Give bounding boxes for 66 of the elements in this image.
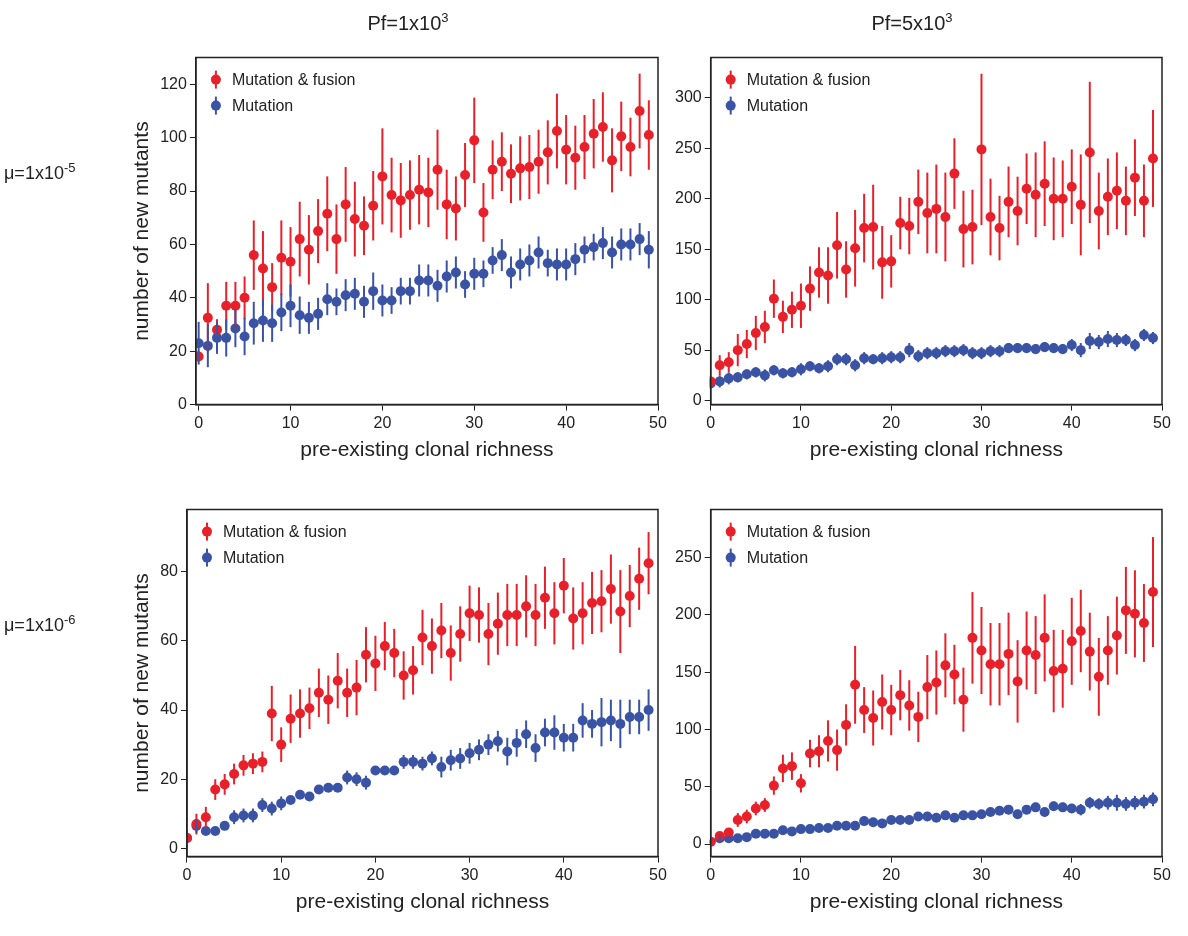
legend-label: Mutation & fusion bbox=[223, 523, 347, 541]
text: μ=1x10$^{-5}$ bbox=[4, 160, 77, 184]
x-axis-title: pre-existing clonal richness bbox=[295, 889, 550, 913]
y-tick-label: 60 bbox=[169, 234, 187, 252]
y-tick-label: 0 bbox=[692, 834, 702, 852]
legend-label: Mutation bbox=[746, 97, 809, 115]
x-tick-label: 20 bbox=[366, 865, 385, 883]
y-axis-title: number of new mutants bbox=[129, 121, 153, 341]
x-tick-label: 30 bbox=[465, 413, 484, 431]
x-axis-title: pre-existing clonal richness bbox=[300, 437, 554, 461]
legend-label: Mutation bbox=[223, 549, 285, 567]
chart-title: Pf=1x10$^{3}$ bbox=[366, 10, 450, 35]
x-tick-label: 20 bbox=[373, 413, 392, 431]
y-tick-label: 100 bbox=[674, 719, 702, 737]
y-tick-label: 50 bbox=[683, 777, 702, 795]
y-tick-label: 0 bbox=[692, 390, 702, 408]
legend-label: Mutation & fusion bbox=[231, 71, 356, 89]
y-tick-label: 250 bbox=[674, 138, 702, 156]
y-tick-label: 100 bbox=[674, 290, 702, 308]
x-tick-label: 0 bbox=[706, 413, 716, 431]
legend-label: Mutation & fusion bbox=[746, 523, 871, 541]
chart-title: Pf=5x10$^{3}$ bbox=[870, 10, 954, 35]
y-tick-label: 40 bbox=[169, 288, 187, 306]
y-tick-label: 300 bbox=[674, 88, 702, 106]
y-tick-label: 0 bbox=[169, 838, 179, 856]
x-tick-label: 30 bbox=[972, 413, 991, 431]
x-tick-label: 10 bbox=[272, 865, 291, 883]
y-tick-label: 20 bbox=[169, 341, 187, 359]
x-tick-label: 30 bbox=[972, 865, 991, 883]
x-tick-label: 40 bbox=[1062, 413, 1081, 431]
x-tick-label: 20 bbox=[882, 865, 901, 883]
y-tick-label: 150 bbox=[674, 662, 702, 680]
y-tick-label: 20 bbox=[160, 769, 179, 787]
y-tick-label: 200 bbox=[674, 605, 702, 623]
x-tick-label: 50 bbox=[649, 865, 667, 883]
x-tick-label: 50 bbox=[1153, 865, 1171, 883]
x-tick-label: 20 bbox=[882, 413, 901, 431]
y-tick-label: 100 bbox=[160, 128, 187, 146]
x-tick-label: 10 bbox=[281, 413, 300, 431]
y-tick-label: 80 bbox=[169, 181, 187, 199]
x-tick-label: 10 bbox=[792, 865, 810, 883]
x-tick-label: 10 bbox=[792, 413, 810, 431]
x-tick-label: 0 bbox=[706, 865, 716, 883]
x-tick-label: 30 bbox=[460, 865, 479, 883]
y-tick-label: 250 bbox=[674, 548, 702, 566]
y-tick-label: 200 bbox=[674, 189, 702, 207]
x-axis-title: pre-existing clonal richness bbox=[809, 437, 1063, 461]
x-tick-label: 0 bbox=[194, 413, 204, 431]
x-axis-title: pre-existing clonal richness bbox=[809, 889, 1063, 913]
x-tick-label: 40 bbox=[554, 865, 573, 883]
y-axis-title: number of new mutants bbox=[129, 573, 153, 793]
y-tick-label: 120 bbox=[160, 74, 187, 92]
y-tick-label: 0 bbox=[177, 395, 187, 413]
x-tick-label: 40 bbox=[557, 413, 576, 431]
text: μ=1x10$^{-6}$ bbox=[4, 612, 77, 636]
y-tick-label: 50 bbox=[683, 340, 702, 358]
y-tick-label: 60 bbox=[160, 631, 179, 649]
x-tick-label: 50 bbox=[649, 413, 667, 431]
legend-label: Mutation & fusion bbox=[746, 71, 871, 89]
y-tick-label: 40 bbox=[160, 700, 179, 718]
y-tick-label: 150 bbox=[674, 239, 702, 257]
legend-label: Mutation bbox=[231, 97, 294, 115]
legend-label: Mutation bbox=[746, 549, 809, 567]
x-tick-label: 50 bbox=[1153, 413, 1171, 431]
x-tick-label: 40 bbox=[1062, 865, 1081, 883]
y-tick-label: 80 bbox=[160, 562, 179, 580]
